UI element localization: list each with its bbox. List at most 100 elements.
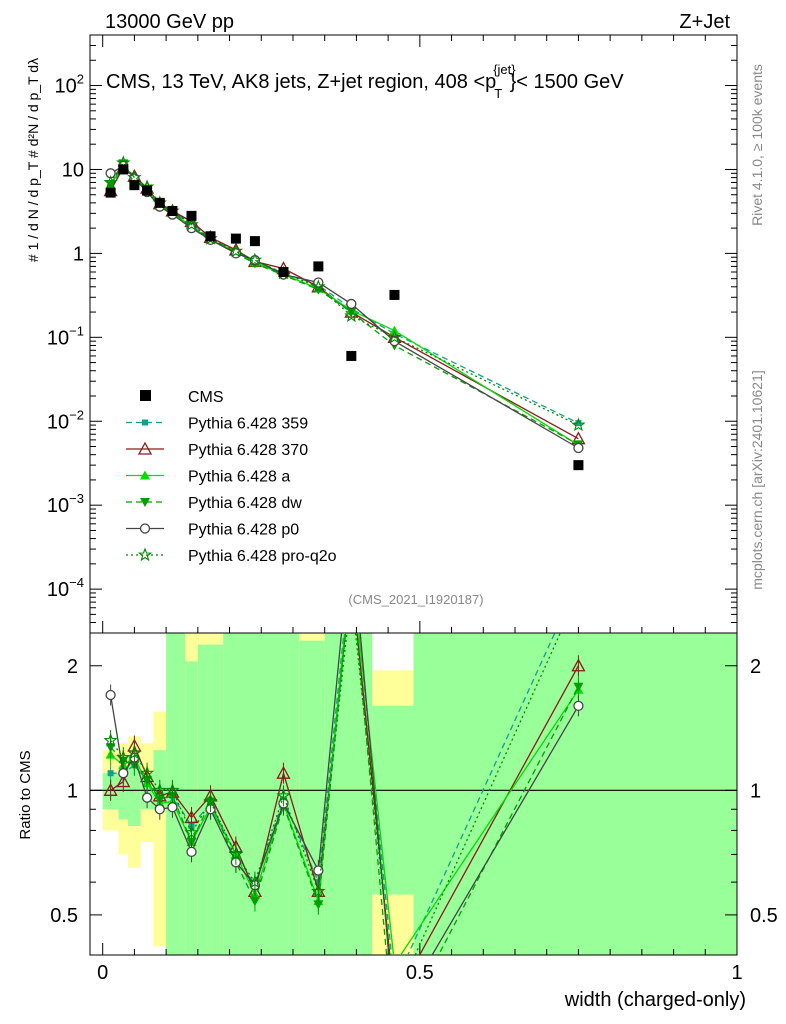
cms-point bbox=[129, 180, 140, 191]
x-tick-label: 0.5 bbox=[406, 962, 434, 984]
ratio-point-pq2o bbox=[139, 765, 155, 780]
ratio-point-pq2o bbox=[203, 793, 218, 808]
cms-point bbox=[278, 267, 289, 278]
cms-point bbox=[142, 185, 153, 196]
y-tick-exp: −4 bbox=[69, 575, 84, 590]
cms-point bbox=[313, 261, 324, 272]
analysis-watermark: (CMS_2021_I1920187) bbox=[348, 592, 483, 607]
main-series bbox=[103, 155, 586, 454]
ratio-point-p359 bbox=[107, 770, 114, 777]
x-tick-label: 0 bbox=[97, 962, 108, 984]
legend-marker-p370 bbox=[137, 441, 153, 455]
cms-point bbox=[167, 205, 178, 216]
cms-point bbox=[205, 231, 216, 242]
y-tick-base: 10 bbox=[62, 159, 84, 181]
y-tick-exp: 2 bbox=[77, 72, 84, 87]
cms-point bbox=[573, 460, 584, 471]
y-tick-base: 10 bbox=[47, 579, 69, 601]
ratio-point-pdw bbox=[573, 682, 584, 692]
main-line-pdw bbox=[110, 162, 579, 445]
ratio-point-p370 bbox=[276, 765, 291, 779]
ratio-point-pq2o bbox=[247, 874, 263, 889]
main-point-pq2o bbox=[571, 417, 586, 432]
ratio-point-pq2o bbox=[184, 825, 199, 839]
cms-point bbox=[105, 187, 116, 198]
ratio-point-pq2o bbox=[152, 782, 167, 797]
ratio-point-pq2o bbox=[276, 788, 291, 803]
ratio-point-pdw bbox=[249, 897, 260, 907]
main-point-pq2o bbox=[311, 279, 326, 293]
ratio-series bbox=[103, 633, 586, 955]
cms-point bbox=[186, 210, 197, 221]
ratio-point-pp0 bbox=[167, 802, 178, 813]
green-band-9 bbox=[299, 640, 325, 955]
ratio-point-pq2o bbox=[103, 732, 118, 747]
main-frame bbox=[89, 34, 738, 634]
legend-marker-CMS bbox=[140, 390, 151, 401]
header-left: 13000 GeV pp bbox=[105, 11, 234, 33]
x-axis-label: width (charged-only) bbox=[564, 989, 746, 1011]
y-tick-exp: −1 bbox=[69, 323, 84, 338]
ratio-point-pq2o bbox=[127, 745, 142, 760]
y-tick-exp: −3 bbox=[69, 491, 84, 506]
y-tick-base: 10 bbox=[47, 327, 69, 349]
ratio-y-tick-label-right: 2 bbox=[750, 656, 761, 678]
cms-data-points bbox=[105, 164, 584, 471]
main-line-pq2o bbox=[110, 161, 579, 426]
rivet-label: Rivet 4.1.0, ≥ 100k events bbox=[749, 64, 765, 226]
legend: CMS Pythia 6.428 359 Pythia 6.428 370 Pythi… bbox=[126, 389, 337, 565]
legend-marker-p359 bbox=[142, 419, 148, 426]
y-tick-label: 102 bbox=[55, 72, 84, 98]
ratio-y-tick-label: 2 bbox=[67, 656, 78, 678]
y-tick-label: 10−4 bbox=[47, 575, 84, 601]
legend-marker-pq2o bbox=[137, 547, 153, 562]
ratio-y-tick-label-right: 0.5 bbox=[750, 905, 778, 927]
cms-point bbox=[389, 289, 400, 300]
ratio-point-pp0 bbox=[186, 846, 197, 858]
ratio-point-p370 bbox=[116, 774, 131, 788]
mcplots-label: mcplots.cern.ch [arXiv:2401.10621] bbox=[749, 370, 765, 589]
ratio-point-pq2o bbox=[311, 883, 326, 898]
ratio-point-pp0 bbox=[573, 700, 584, 712]
yellow-band-4 bbox=[153, 711, 167, 947]
y-tick-label: 1 bbox=[73, 243, 84, 265]
y-tick-base: 10 bbox=[47, 411, 69, 433]
legend-label-pq2o: Pythia 6.428 pro-q2o bbox=[188, 548, 337, 565]
y-tick-exp: −2 bbox=[69, 407, 84, 422]
plot-title: CMS, 13 TeV, AK8 jets, Z+jet region, 408… bbox=[106, 62, 624, 101]
main-line-p370 bbox=[110, 166, 579, 440]
main-line-pa bbox=[110, 163, 579, 446]
y-tick-label: 10 bbox=[62, 159, 84, 181]
main-point-pq2o bbox=[344, 308, 359, 323]
main-line-p359 bbox=[110, 164, 579, 424]
cms-point bbox=[230, 233, 241, 244]
y-tick-label: 10−2 bbox=[47, 407, 84, 433]
y-tick-base: 10 bbox=[55, 76, 77, 98]
ratio-point-pdw bbox=[313, 900, 324, 910]
ratio-point-pp0 bbox=[118, 768, 129, 779]
x-tick-label: 1 bbox=[731, 962, 742, 984]
legend-label-p370: Pythia 6.428 370 bbox=[188, 442, 308, 459]
main-point-pq2o bbox=[247, 252, 263, 267]
main-point-pdw bbox=[346, 308, 357, 318]
ratio-point-pp0 bbox=[105, 689, 116, 701]
ratio-point-pp0 bbox=[154, 804, 165, 815]
legend-label-pa: Pythia 6.428 a bbox=[188, 469, 290, 486]
cms-point bbox=[249, 236, 260, 247]
main-point-pq2o bbox=[103, 174, 118, 189]
green-band-2 bbox=[128, 757, 141, 826]
ratio-y-tick-label-right: 1 bbox=[750, 780, 761, 802]
green-band-1 bbox=[118, 765, 129, 820]
ratio-point-p370 bbox=[571, 658, 586, 672]
cms-point bbox=[346, 350, 357, 361]
ratio-point-pq2o bbox=[165, 782, 180, 797]
legend-label-p359: Pythia 6.428 359 bbox=[188, 416, 308, 433]
legend-marker-pp0 bbox=[139, 523, 151, 534]
ratio-point-pp0 bbox=[313, 865, 324, 876]
ratio-axes: 0 0.5 1 0.5 0.5 1 1 2 2 bbox=[50, 632, 778, 984]
cms-point bbox=[118, 164, 129, 175]
ratio-point-pq2o bbox=[116, 750, 131, 764]
ratio-ylabel: Ratio to CMS bbox=[17, 750, 34, 839]
